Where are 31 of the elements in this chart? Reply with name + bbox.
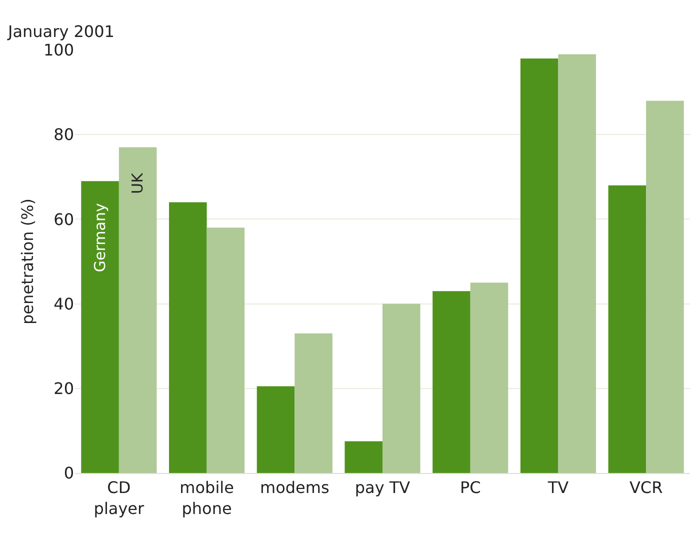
bar [118,147,157,473]
y-tick-label: 0 [64,464,74,483]
bar [206,228,245,473]
series-label: UK [128,172,147,194]
series-label: Germany [90,203,109,272]
x-tick-label: modems [260,478,330,498]
x-tick-label: VCR [629,478,663,498]
y-tick-label: 100 [43,40,74,60]
y-axis-title: penetration (%) [18,198,37,325]
bar [294,333,332,473]
x-tick-label: CD player [94,478,144,518]
bar [646,100,684,473]
bar [558,54,596,473]
x-tick-label: TV [546,478,569,498]
bar [432,291,470,473]
y-tick-label: 40 [54,294,74,314]
x-tick-label: PC [460,478,481,498]
bar [81,181,119,473]
bar [520,58,558,473]
bar [470,282,508,473]
y-tick-label: 80 [54,125,74,144]
chart-subtitle: January 2001 [7,22,114,41]
x-tick-label: mobile phone [180,478,234,518]
bar [382,304,420,473]
y-tick-label: 60 [54,210,74,229]
bar [608,185,646,473]
bar [256,386,295,473]
x-tick-label: pay TV [354,478,410,498]
bar [169,202,207,473]
y-tick-label: 20 [54,379,74,398]
bar [344,441,382,473]
